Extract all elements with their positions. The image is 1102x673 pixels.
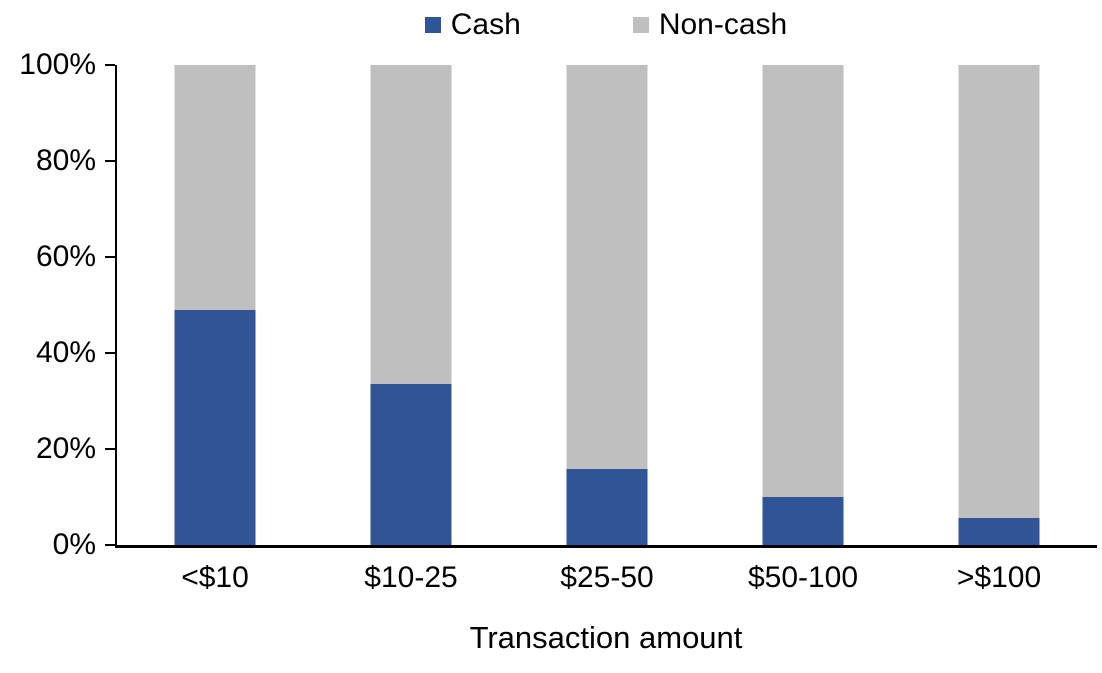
bar-25-50 [566, 65, 648, 545]
bar-10-25 [370, 65, 452, 545]
bar-segment-cash [958, 517, 1040, 545]
legend-label: Non-cash [658, 8, 788, 41]
y-axis-tick-mark [105, 160, 115, 162]
y-axis-tick-label: 100% [19, 48, 96, 81]
y-axis-tick-label: 20% [35, 432, 96, 465]
y-axis-tick-mark [105, 352, 115, 354]
x-axis-category-label: $25-50 [560, 561, 654, 594]
bar-10 [174, 65, 256, 545]
bar-segment-non-cash [370, 65, 452, 385]
x-axis-labels: <$10 $10-25 $25-50 $50-100 >$100 [117, 556, 1097, 600]
x-axis-category-label: $50-100 [747, 561, 859, 594]
bar-segment-non-cash [958, 65, 1040, 518]
x-axis-category-label: $10-25 [364, 561, 458, 594]
bar-50-100 [762, 65, 844, 545]
y-axis-tick-mark [105, 64, 115, 66]
legend-swatch-icon [632, 17, 649, 33]
y-axis-tick-label: 0% [52, 528, 96, 561]
y-axis-tick-mark [105, 256, 115, 258]
y-axis-tick-label: 40% [35, 336, 96, 369]
bar-segment-cash [370, 384, 452, 545]
bar-segment-cash [174, 309, 256, 545]
y-axis-tick-mark [105, 544, 115, 546]
bar-segment-non-cash [174, 65, 256, 310]
bar-100 [958, 65, 1040, 545]
legend-swatch-icon [424, 17, 441, 33]
chart-legend: Cash Non-cash [115, 8, 1097, 42]
bar-segment-non-cash [762, 65, 844, 497]
legend-item-cash: Cash [424, 8, 521, 42]
y-axis-tick-mark [105, 448, 115, 450]
y-axis: 0% 20% 40% 60% 80% 100% [0, 48, 96, 561]
plot-area [105, 64, 1097, 548]
legend-label: Cash [450, 8, 521, 41]
x-axis-category-label: >$100 [956, 561, 1042, 594]
bar-segment-cash [762, 497, 844, 545]
bar-segment-non-cash [566, 65, 648, 470]
legend-item-non-cash: Non-cash [632, 8, 788, 42]
x-axis-category-label: <$10 [181, 561, 249, 594]
bar-segment-cash [566, 469, 648, 545]
y-axis-tick-label: 60% [35, 240, 96, 273]
y-axis-tick-label: 80% [35, 144, 96, 177]
x-axis-title: Transaction amount [469, 620, 743, 655]
